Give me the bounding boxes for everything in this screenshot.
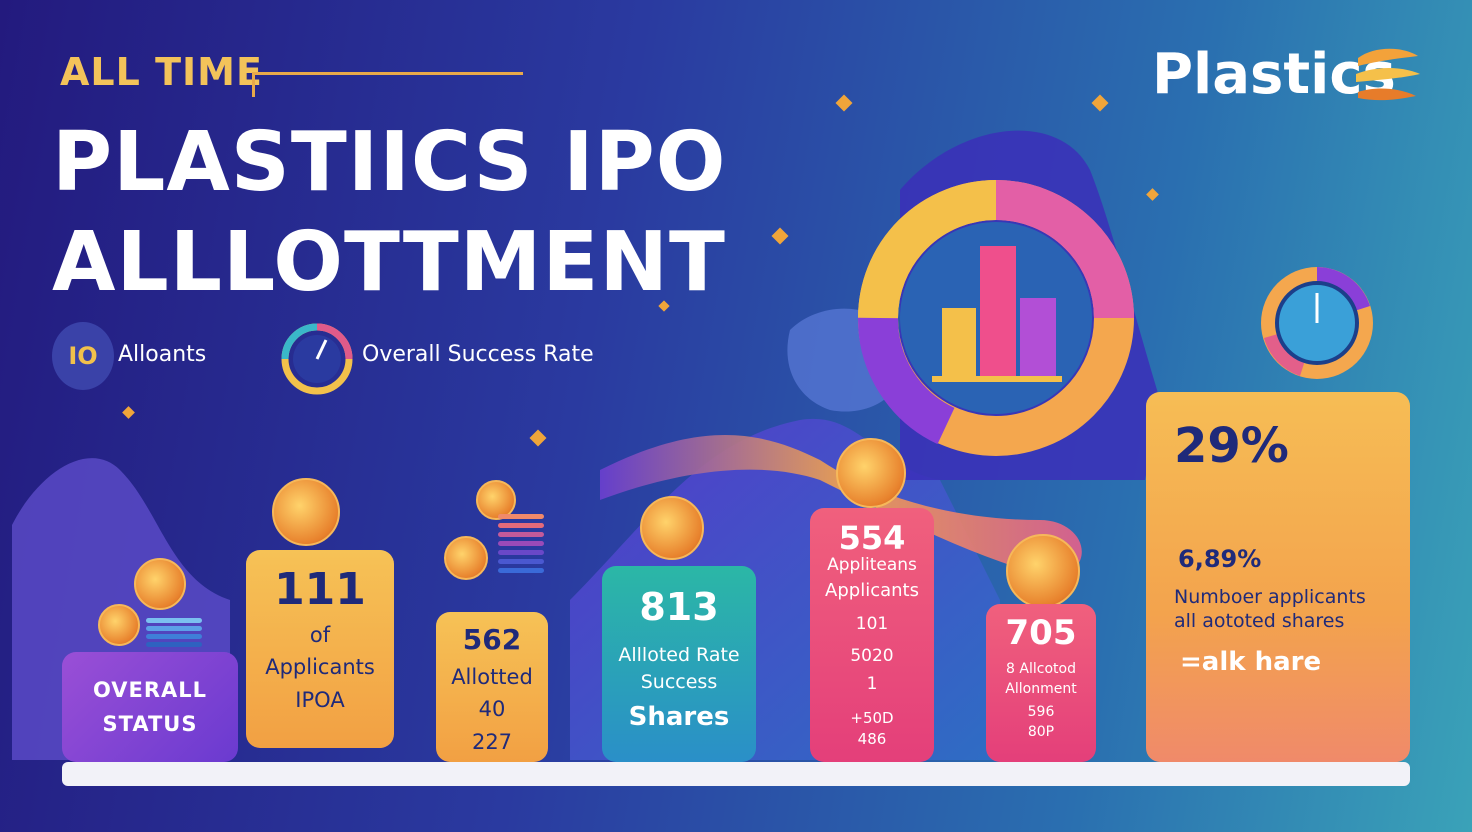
page-title-line2: ALLLOTTMENT xyxy=(52,215,726,310)
legend-item-success-rate: Overall Success Rate xyxy=(362,342,594,367)
page-title-line1: PLASTIICS IPO xyxy=(52,115,727,210)
card-applicants-pink-line1: Appliteans xyxy=(827,555,917,575)
card-allotted-line1: Allotted xyxy=(451,665,533,689)
coin-stack-icon xyxy=(498,514,544,573)
coin-icon xyxy=(272,478,340,546)
kicker-label: ALL TIME xyxy=(60,50,263,94)
card-success-percentage-line1: 6,89% xyxy=(1178,545,1262,573)
legend-badge: IO xyxy=(52,322,114,390)
card-allotment-pink-line3: 596 xyxy=(1027,704,1055,721)
card-applicants-line2: Applicants xyxy=(265,655,375,680)
card-success-percentage: 29% 6,89% Numboer applicants all aototed… xyxy=(1146,392,1410,762)
card-allotment-pink-value: 705 xyxy=(1005,613,1077,653)
card-allotted-value: 562 xyxy=(462,623,522,656)
card-applicants-pink-line4: 5020 xyxy=(850,645,894,666)
card-allotment-pink-line4: 80P xyxy=(1027,723,1055,740)
brand-logo-text: Plastics xyxy=(1152,42,1396,107)
card-applicants-pink-value: 554 xyxy=(838,519,906,557)
coin-icon xyxy=(98,604,140,646)
coin-icon xyxy=(836,438,906,508)
card-success-rate-line2: Success xyxy=(640,670,718,693)
card-success-percentage-line4: =alk hare xyxy=(1180,646,1322,677)
card-success-rate: 813 Allloted Rate Success Shares xyxy=(602,566,756,762)
card-applicants-pink-line2: Applicants xyxy=(825,579,919,601)
card-applicants-pink-line7: 486 xyxy=(857,730,887,749)
gauge-icon xyxy=(281,323,353,395)
card-applicants-pink-line5: 1 xyxy=(866,673,878,694)
card-applicants-line3: IPOA xyxy=(295,687,345,712)
card-overall-status: OVERALL STATUS xyxy=(62,652,238,762)
card-allotment-pink-line2: Allonment xyxy=(1005,680,1077,697)
coin-stack-icon xyxy=(146,618,202,647)
card-applicants-value: 111 xyxy=(274,564,366,615)
card-allotted-line3: 227 xyxy=(471,729,513,754)
card-success-rate-line1: Allloted Rate xyxy=(618,644,740,666)
card-allotted: 562 Allotted 40 227 xyxy=(436,612,548,762)
kicker-divider xyxy=(252,72,523,97)
card-allotted-line2: 40 xyxy=(478,697,506,722)
coin-icon xyxy=(640,496,704,560)
card-success-rate-line3: Shares xyxy=(628,702,730,733)
card-success-percentage-value: 29% xyxy=(1174,418,1289,474)
card-applicants-pink: 554 Appliteans Applicants 101 5020 1 +50… xyxy=(810,508,934,762)
coin-icon xyxy=(444,536,488,580)
card-applicants-pink-line3: 101 xyxy=(855,613,889,634)
card-allotment-pink: 705 8 Allcotod Allonment 596 80P xyxy=(986,604,1096,762)
donut-bar-chart-illustration xyxy=(857,180,1134,456)
card-applicants-pink-line6: +50D xyxy=(850,709,894,728)
card-applicants-line1: of xyxy=(309,623,331,647)
card-success-percentage-line3: all aototed shares xyxy=(1174,609,1345,632)
card-success-rate-value: 813 xyxy=(639,585,719,629)
card-allotment-pink-line1: 8 Allcotod xyxy=(1006,661,1076,677)
coin-icon xyxy=(1006,534,1080,608)
brand-logo-icon xyxy=(1356,48,1420,101)
card-overall-status-line1: OVERALL xyxy=(92,677,208,702)
legend-item-allotments: Alloants xyxy=(118,342,207,367)
card-overall-status-line2: STATUS xyxy=(102,712,198,736)
card-applicants: 111 of Applicants IPOA xyxy=(246,550,394,748)
clock-pie-icon xyxy=(1261,267,1373,379)
coin-icon xyxy=(476,480,516,520)
coin-icon xyxy=(134,558,186,610)
card-success-percentage-line2: Numboer applicants xyxy=(1174,586,1366,608)
baseline-bar xyxy=(62,762,1410,786)
